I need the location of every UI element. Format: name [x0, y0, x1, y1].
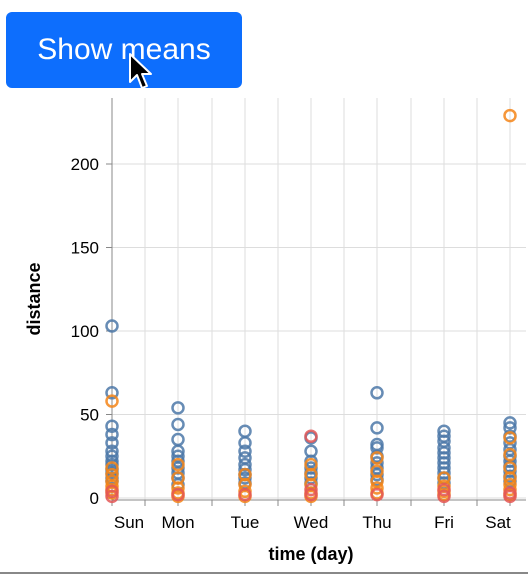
data-point — [105, 484, 119, 499]
data-point — [304, 487, 318, 502]
x-tick-label: Wed — [294, 513, 329, 532]
data-point — [171, 481, 185, 495]
data-points — [105, 108, 517, 504]
data-point — [370, 451, 384, 465]
data-point — [171, 401, 185, 415]
y-tick-label: 50 — [80, 406, 99, 425]
x-tick-marks: Sun Mon Tue Wed Thu Fri Sat — [111, 500, 511, 532]
x-tick-label: Mon — [161, 513, 194, 532]
data-point — [105, 427, 119, 442]
y-axis-title: distance — [24, 262, 44, 335]
data-point — [238, 444, 252, 458]
data-point — [503, 108, 517, 123]
data-point — [503, 431, 517, 445]
data-point — [370, 421, 384, 435]
y-tick-label: 200 — [71, 155, 99, 174]
data-point — [105, 489, 119, 504]
x-tick-label: Thu — [362, 513, 391, 532]
data-point — [105, 461, 119, 475]
data-point — [238, 487, 252, 502]
data-point — [105, 419, 119, 433]
data-point — [105, 394, 119, 408]
data-point — [437, 482, 451, 497]
x-axis-title: time (day) — [268, 544, 353, 564]
show-means-button[interactable]: Show means — [6, 12, 242, 88]
data-point — [370, 386, 384, 400]
data-point — [503, 416, 517, 430]
data-point — [105, 436, 119, 450]
data-point — [370, 487, 384, 502]
data-point — [370, 481, 384, 495]
data-point — [105, 386, 119, 400]
grid-lines — [111, 98, 526, 500]
x-tick-label: Sat — [485, 513, 511, 532]
data-point — [171, 487, 185, 502]
bottom-divider — [0, 572, 528, 574]
data-point — [503, 447, 517, 462]
x-tick-label: Tue — [231, 513, 260, 532]
data-point — [171, 417, 185, 432]
data-point — [171, 457, 185, 472]
x-tick-label: Fri — [434, 513, 454, 532]
data-point — [304, 429, 318, 443]
data-point — [105, 319, 119, 333]
y-tick-marks: 0 50 100 150 200 — [71, 155, 112, 508]
x-tick-label: Sun — [114, 513, 144, 532]
y-tick-label: 100 — [71, 322, 99, 341]
data-point — [437, 489, 451, 504]
data-point — [238, 436, 252, 450]
y-tick-label: 0 — [90, 489, 99, 508]
data-point — [238, 462, 252, 477]
data-point — [503, 489, 517, 504]
data-point — [304, 482, 318, 497]
chart-axes — [111, 98, 526, 501]
y-tick-label: 150 — [71, 239, 99, 258]
